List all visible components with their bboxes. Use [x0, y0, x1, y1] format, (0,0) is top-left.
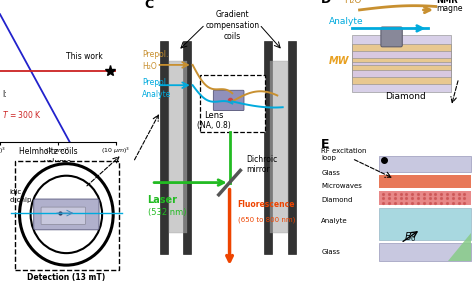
Polygon shape	[352, 58, 451, 70]
Polygon shape	[352, 44, 451, 84]
Text: Lens: Lens	[204, 111, 224, 120]
Text: loop: loop	[321, 155, 336, 161]
FancyBboxPatch shape	[264, 41, 273, 254]
Polygon shape	[352, 62, 451, 65]
FancyBboxPatch shape	[41, 207, 85, 224]
Text: I:: I:	[2, 90, 7, 99]
Text: Detection (13 mT): Detection (13 mT)	[27, 273, 106, 282]
Text: Microwaves: Microwaves	[321, 183, 362, 189]
FancyBboxPatch shape	[200, 75, 264, 132]
FancyBboxPatch shape	[379, 156, 471, 172]
Polygon shape	[352, 36, 451, 92]
Text: Glass: Glass	[321, 170, 340, 176]
Bar	[15, 161, 119, 270]
Text: RF excitation: RF excitation	[321, 148, 367, 154]
Text: D: D	[321, 0, 332, 6]
FancyBboxPatch shape	[213, 90, 244, 110]
Text: H₂O: H₂O	[344, 0, 362, 5]
Text: This work: This work	[66, 52, 102, 61]
Text: (532 nm): (532 nm)	[147, 208, 186, 217]
Text: Dichroic
mirror: Dichroic mirror	[246, 155, 278, 174]
Text: idic: idic	[9, 189, 22, 195]
Text: Gradient
compensation
coils: Gradient compensation coils	[205, 10, 259, 41]
FancyBboxPatch shape	[379, 243, 471, 261]
Text: (NA, 0.8): (NA, 0.8)	[197, 121, 231, 130]
Text: Analyte: Analyte	[321, 218, 348, 224]
FancyBboxPatch shape	[160, 41, 168, 254]
Text: Analyte: Analyte	[329, 17, 364, 26]
FancyBboxPatch shape	[379, 208, 471, 240]
FancyBboxPatch shape	[288, 41, 296, 254]
Polygon shape	[448, 233, 471, 261]
Text: magne: magne	[436, 4, 462, 13]
FancyBboxPatch shape	[379, 175, 471, 189]
Text: Diamond: Diamond	[321, 197, 353, 203]
FancyBboxPatch shape	[169, 61, 187, 233]
Text: Analyte: Analyte	[142, 90, 172, 99]
FancyBboxPatch shape	[183, 41, 191, 254]
Text: (650 to 800 nm): (650 to 800 nm)	[237, 216, 295, 223]
Text: Glass: Glass	[321, 249, 340, 255]
Text: Helmholtz coils: Helmholtz coils	[18, 147, 77, 156]
Text: Diamond: Diamond	[385, 92, 426, 101]
Text: NMR: NMR	[436, 0, 457, 5]
Text: H₂O: H₂O	[142, 62, 157, 71]
FancyBboxPatch shape	[379, 191, 471, 205]
Text: Prepol.: Prepol.	[142, 78, 169, 87]
FancyBboxPatch shape	[34, 199, 99, 230]
Text: C: C	[144, 0, 153, 11]
FancyBboxPatch shape	[381, 27, 402, 47]
Text: E: E	[321, 137, 330, 151]
X-axis label: volume: volume	[44, 158, 72, 167]
Text: MW: MW	[329, 56, 349, 66]
Text: Fluorescence: Fluorescence	[237, 200, 295, 209]
FancyBboxPatch shape	[270, 61, 288, 233]
Text: Prepol.: Prepol.	[142, 50, 169, 59]
Text: d chip: d chip	[9, 197, 31, 203]
Text: $T$ = 300 K: $T$ = 300 K	[2, 109, 42, 120]
Text: $B_0$: $B_0$	[404, 230, 416, 244]
Polygon shape	[352, 51, 451, 77]
Text: Laser: Laser	[147, 195, 178, 205]
